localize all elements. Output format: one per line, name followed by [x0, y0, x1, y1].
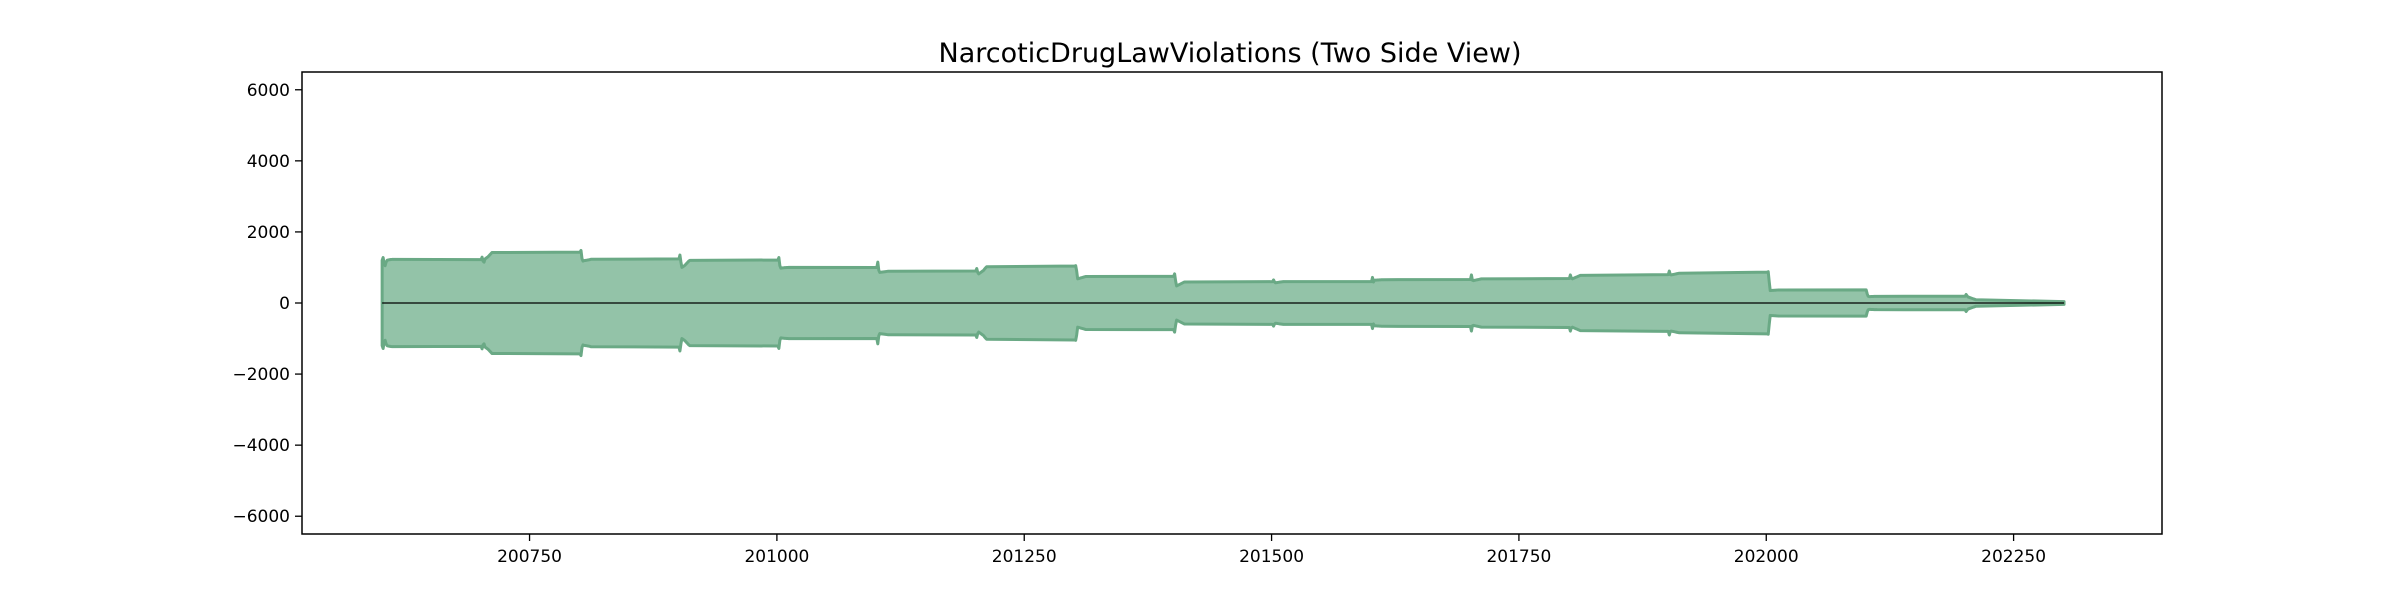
- x-tick-label: 201000: [744, 547, 809, 567]
- x-tick-label: 202000: [1734, 547, 1799, 567]
- axes-layer: 200750 201000 201250 201500 201750 202000 2022…: [232, 71, 2163, 567]
- x-tick-label: 201250: [992, 547, 1057, 567]
- chart-title: NarcoticDrugLawViolations (Two Side View…: [939, 38, 1522, 69]
- y-tick-label: 6000: [247, 81, 290, 101]
- plot-layer: [380, 248, 2066, 358]
- y-tick-label: −4000: [232, 436, 290, 456]
- x-tick-label: 200750: [497, 547, 562, 567]
- x-tick-label: 202250: [1981, 547, 2046, 567]
- y-tick-label: −2000: [232, 365, 290, 385]
- y-tick-label: 2000: [247, 223, 290, 243]
- x-tick-label: 201500: [1239, 547, 1304, 567]
- y-tick-label: −6000: [232, 507, 290, 527]
- x-tick-label: 201750: [1486, 547, 1551, 567]
- y-tick-label: 0: [279, 294, 290, 314]
- y-tick-label: 4000: [247, 152, 290, 172]
